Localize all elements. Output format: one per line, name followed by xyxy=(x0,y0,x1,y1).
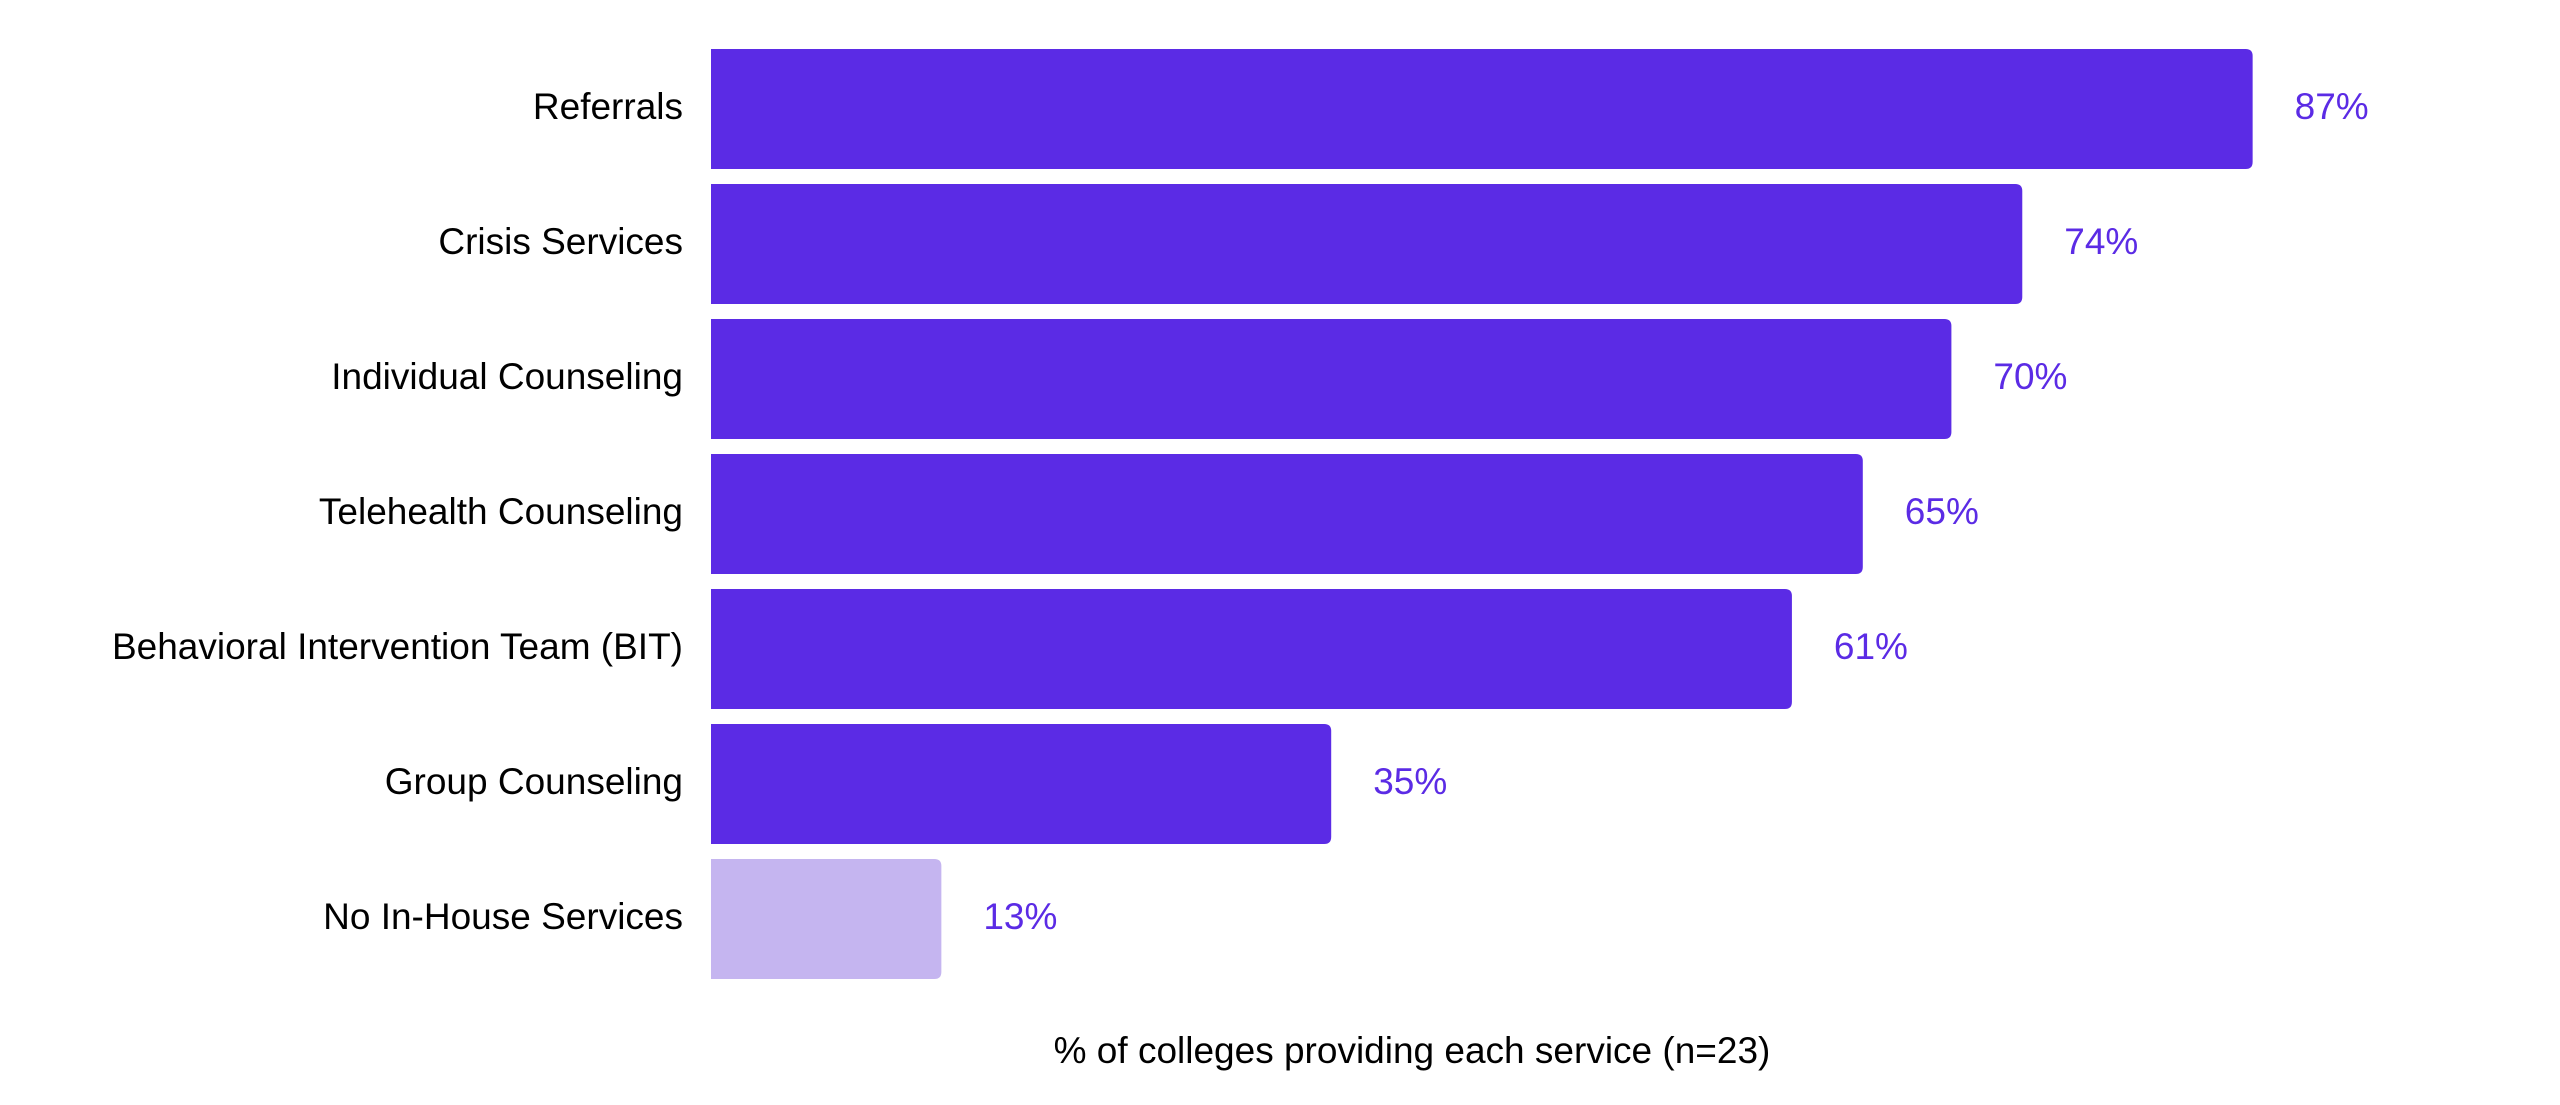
category-label-2: Crisis Services xyxy=(438,221,683,262)
value-label-5: 61% xyxy=(1834,626,1908,667)
value-label-4: 65% xyxy=(1905,491,1979,532)
bars-layer xyxy=(711,49,2253,979)
bar-2 xyxy=(711,184,2023,304)
category-label-4: Telehealth Counseling xyxy=(319,491,683,532)
category-label-6: Group Counseling xyxy=(385,761,683,802)
bar-4 xyxy=(711,454,1863,574)
category-label-1: Referrals xyxy=(533,86,683,127)
bar-3 xyxy=(711,319,1952,439)
bar-1 xyxy=(711,49,2253,169)
x-axis-title: % of colleges providing each service (n=… xyxy=(1054,1030,1771,1071)
value-label-3: 70% xyxy=(1993,356,2067,397)
value-label-7: 13% xyxy=(983,896,1057,937)
value-labels: 87% 74% 70% 65% 61% 35% 13% xyxy=(983,86,2368,937)
value-label-1: 87% xyxy=(2295,86,2369,127)
category-label-5: Behavioral Intervention Team (BIT) xyxy=(112,626,683,667)
category-label-7: No In-House Services xyxy=(323,896,683,937)
category-labels: Referrals Crisis Services Individual Couns… xyxy=(112,86,683,937)
value-label-6: 35% xyxy=(1373,761,1447,802)
category-label-3: Individual Counseling xyxy=(331,356,683,397)
bar-5 xyxy=(711,589,1792,709)
bar-7 xyxy=(711,859,942,979)
value-label-2: 74% xyxy=(2064,221,2138,262)
bar-6 xyxy=(711,724,1332,844)
